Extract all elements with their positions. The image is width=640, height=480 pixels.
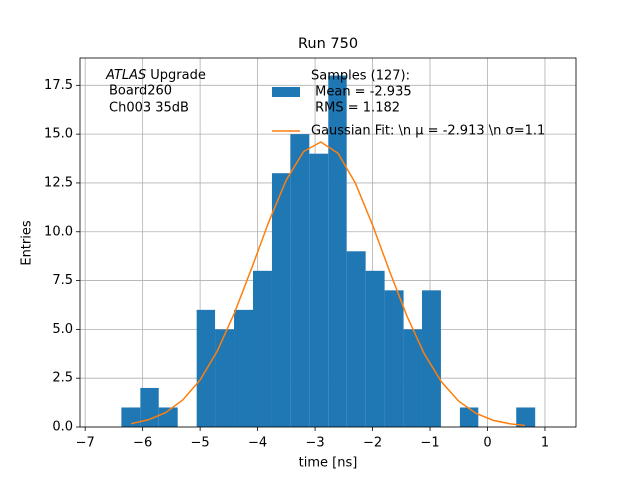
y-tick-label: 5.0 bbox=[52, 322, 73, 337]
histogram-bar bbox=[421, 290, 441, 427]
histogram-bar bbox=[403, 329, 422, 427]
histogram-bar bbox=[158, 407, 178, 427]
histogram-bar bbox=[309, 153, 329, 427]
x-axis-label: time [ns] bbox=[299, 456, 358, 471]
histogram-bar bbox=[384, 290, 404, 427]
y-tick-label: 7.5 bbox=[52, 273, 73, 288]
plot-frame bbox=[79, 57, 577, 428]
annotation: ATLAS Upgrade bbox=[105, 68, 206, 83]
histogram-bar bbox=[290, 134, 310, 427]
x-tick-label: −3 bbox=[305, 436, 324, 451]
histogram-bar bbox=[234, 309, 253, 427]
histogram-bar bbox=[271, 173, 291, 427]
legend-label: Gaussian Fit: \n μ = -2.913 \n σ=1.1 bbox=[311, 124, 545, 139]
histogram-bar bbox=[121, 407, 141, 427]
legend-label: Samples (127): bbox=[311, 69, 410, 84]
x-tick-label: −1 bbox=[420, 436, 439, 451]
annotation-italic: ATLAS bbox=[105, 68, 146, 83]
y-tick-label: 12.5 bbox=[44, 175, 73, 190]
y-tick-label: 17.5 bbox=[44, 78, 73, 93]
legend-label: Mean = -2.935 bbox=[311, 85, 412, 100]
histogram-bar bbox=[459, 407, 479, 427]
legend-label: RMS = 1.182 bbox=[311, 101, 400, 116]
x-tick-label: 0 bbox=[483, 436, 491, 451]
y-axis-label: Entries bbox=[20, 220, 35, 266]
y-tick-label: 10.0 bbox=[44, 224, 73, 239]
legend-swatch bbox=[272, 87, 300, 97]
y-tick-label: 0.0 bbox=[52, 420, 73, 435]
annotation: Board260 bbox=[109, 84, 172, 99]
histogram-bar bbox=[196, 309, 216, 427]
x-tick-label: −5 bbox=[191, 436, 210, 451]
x-tick-label: −2 bbox=[363, 436, 382, 451]
histogram-bar bbox=[365, 270, 385, 427]
x-tick-label: −7 bbox=[76, 436, 95, 451]
histogram-bar bbox=[516, 407, 536, 427]
histogram-bar bbox=[346, 251, 366, 427]
histogram-bar bbox=[328, 75, 347, 428]
chart-title: Run 750 bbox=[298, 36, 358, 52]
y-tick-label: 2.5 bbox=[52, 371, 73, 386]
x-tick-label: −6 bbox=[133, 436, 152, 451]
histogram-bar bbox=[215, 329, 235, 427]
x-tick-label: −4 bbox=[248, 436, 267, 451]
annotation-text: Upgrade bbox=[150, 68, 206, 83]
annotation: Ch003 35dB bbox=[109, 101, 189, 116]
fit-line bbox=[130, 141, 525, 427]
x-tick-label: 1 bbox=[541, 436, 549, 451]
histogram-bar bbox=[252, 270, 272, 427]
y-tick-label: 15.0 bbox=[44, 127, 73, 142]
